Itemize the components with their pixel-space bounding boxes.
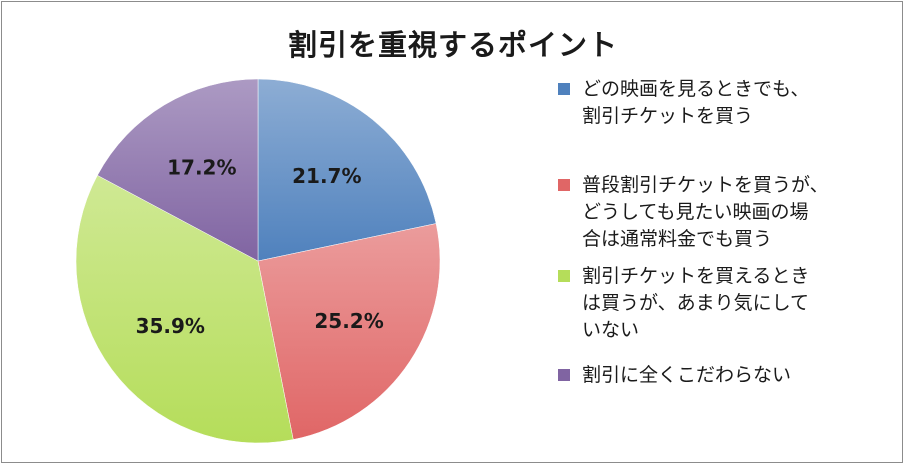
legend-label: 割引チケットを買えるとき は買うが、あまり気にして いない: [582, 265, 810, 341]
legend-swatch-blue: [558, 83, 570, 95]
legend-label: 普段割引チケットを買うが、 どうしても見たい映画の場 合は通常料金でも買う: [582, 174, 829, 250]
pie-slice-green: [75, 174, 294, 444]
legend-swatch-purple: [558, 369, 570, 381]
pie-slice-red: [257, 223, 441, 440]
legend-swatch-red: [558, 179, 570, 191]
legend-swatch-green: [558, 270, 570, 282]
legend-label: どの映画を見るときでも、 割引チケットを買う: [582, 78, 810, 127]
pie-slice-purple: [97, 78, 259, 262]
legend-label: 割引に全くこだわらない: [582, 364, 792, 386]
slice-data-label: 35.9%: [136, 314, 205, 338]
chart-title: 割引を重視するポイント: [287, 28, 618, 62]
slice-data-label: 17.2%: [167, 155, 236, 179]
pie-slice-blue: [257, 78, 437, 262]
slice-data-label: 21.7%: [292, 164, 361, 188]
slice-data-label: 25.2%: [314, 309, 383, 333]
